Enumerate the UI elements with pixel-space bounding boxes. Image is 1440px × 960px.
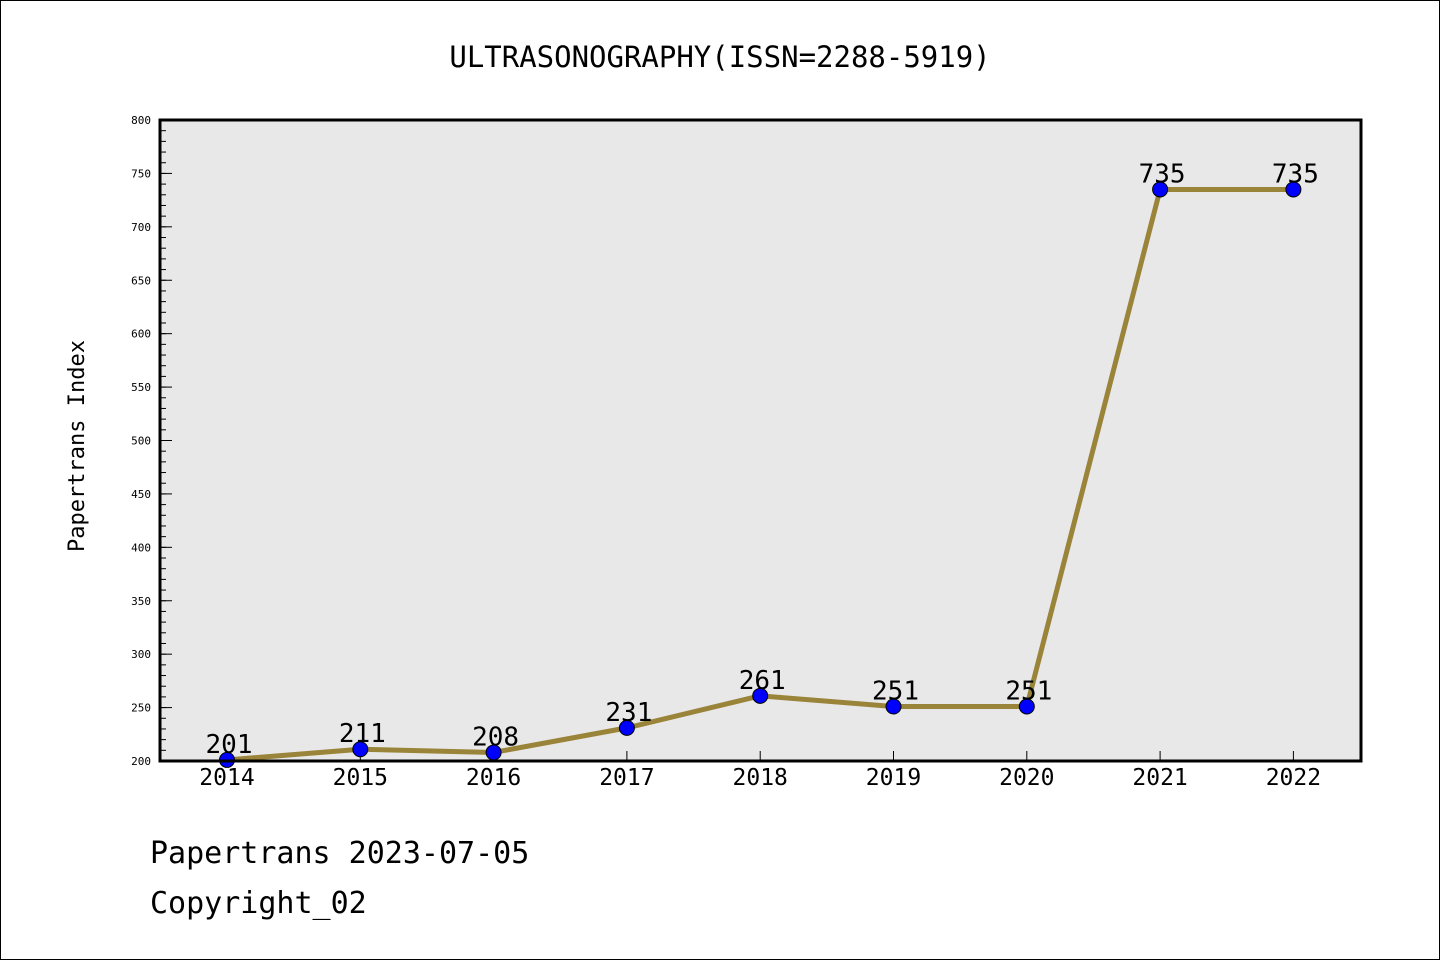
x-tick-label: 2022 <box>1266 765 1321 791</box>
data-label: 251 <box>872 677 919 707</box>
x-tick-label: 2019 <box>866 765 921 791</box>
y-axis-ticks: 200 250 300 350 400 450 500 550 600 650 700 750 800 <box>131 114 172 768</box>
x-tick-label: 2015 <box>333 765 388 791</box>
y-tick-label: 450 <box>131 488 151 501</box>
x-tick-label: 2016 <box>466 765 521 791</box>
y-tick-label: 550 <box>131 381 151 394</box>
data-labels: 201 211 208 231 261 251 251 735 735 <box>206 159 1319 759</box>
data-label: 251 <box>1005 677 1052 707</box>
x-tick-label: 2018 <box>733 765 788 791</box>
data-point <box>1285 181 1302 198</box>
footer-copyright: Copyright_02 <box>150 886 367 921</box>
data-label: 231 <box>605 698 652 728</box>
x-tick-label: 2020 <box>999 765 1054 791</box>
data-point <box>352 741 369 758</box>
y-tick-label: 650 <box>131 274 151 287</box>
x-tick-label: 2021 <box>1132 765 1187 791</box>
y-tick-label: 350 <box>131 595 151 608</box>
x-tick-label: 2017 <box>599 765 654 791</box>
y-tick-label: 600 <box>131 328 151 341</box>
data-point <box>752 687 769 704</box>
y-axis-label: Papertrans Index <box>65 340 90 552</box>
y-tick-label: 300 <box>131 648 151 661</box>
data-point <box>885 698 902 715</box>
y-tick-label: 500 <box>131 435 151 448</box>
data-label: 735 <box>1272 159 1319 189</box>
data-label: 261 <box>739 666 786 696</box>
footer-date: Papertrans 2023-07-05 <box>150 836 530 871</box>
y-tick-label: 700 <box>131 221 151 234</box>
y-tick-label: 200 <box>131 755 151 768</box>
y-tick-label: 800 <box>131 114 151 127</box>
x-tick-label: 2014 <box>199 765 254 791</box>
chart-title: ULTRASONOGRAPHY(ISSN=2288-5919) <box>449 40 990 74</box>
plot-border <box>158 118 1363 763</box>
plot-area <box>160 120 1361 761</box>
data-label: 201 <box>206 730 253 760</box>
y-tick-label: 250 <box>131 702 151 715</box>
data-label: 735 <box>1139 159 1186 189</box>
data-label: 211 <box>339 719 386 749</box>
data-point <box>618 719 635 736</box>
x-axis-ticks: 2014 2015 2016 2017 2018 2019 2020 2021 2022 <box>199 751 1321 791</box>
data-point <box>1018 698 1035 715</box>
data-point <box>1152 181 1169 198</box>
y-tick-label: 750 <box>131 167 151 180</box>
y-tick-label: 400 <box>131 541 151 554</box>
data-label: 208 <box>472 722 519 752</box>
